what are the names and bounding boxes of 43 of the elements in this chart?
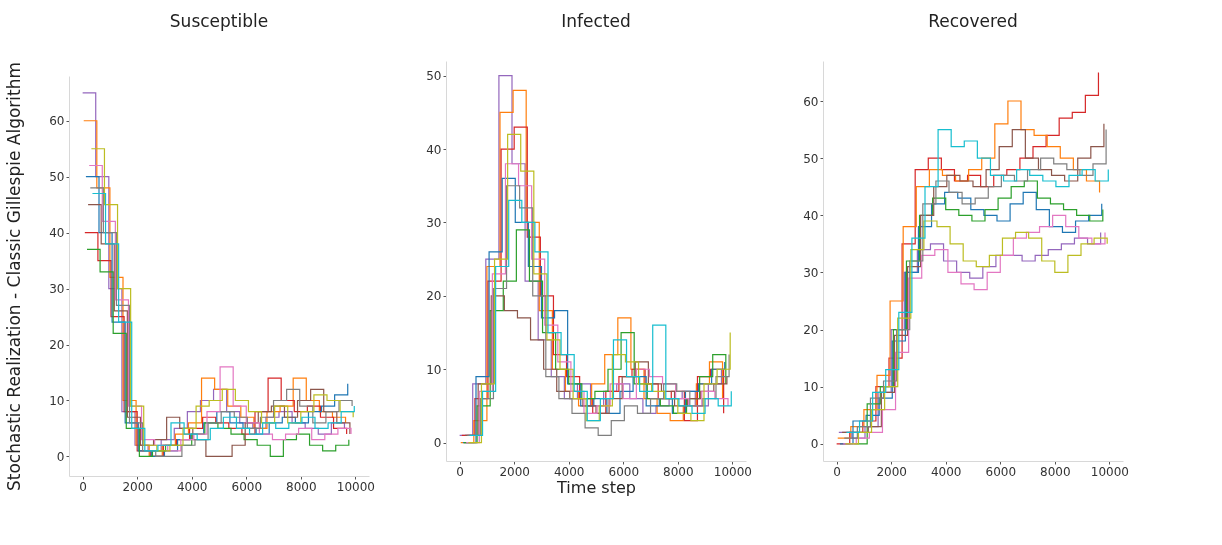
x-tick-label: 8000 (1040, 464, 1071, 479)
y-tick-label: 30 (49, 282, 65, 297)
y-tick-label: 60 (803, 94, 819, 109)
y-axis-title: Stochastic Realization - Classic Gillespie Algorithm (4, 61, 25, 492)
x-tick-label: 0 (456, 464, 464, 479)
y-tick-label: 20 (426, 289, 442, 304)
x-tick-label: 10000 (1090, 464, 1129, 479)
y-tick-label: 50 (426, 69, 442, 84)
x-tick-label: 8000 (663, 464, 694, 479)
y-tick-label: 20 (49, 338, 65, 353)
y-tick-label: 30 (803, 265, 819, 280)
chart-title: Recovered (928, 11, 1018, 31)
x-tick-label: 6000 (231, 479, 263, 494)
y-tick-label: 40 (49, 226, 65, 241)
x-tick-label: 2000 (122, 479, 153, 494)
x-tick-label: 6000 (608, 464, 640, 479)
y-tick-label: 0 (56, 449, 65, 464)
y-tick-label: 50 (803, 151, 819, 166)
x-tick-label: 2000 (876, 464, 907, 479)
x-tick-label: 8000 (286, 479, 317, 494)
x-tick-label: 0 (79, 479, 87, 494)
y-tick-label: 0 (433, 436, 442, 451)
y-tick-label: 50 (49, 170, 65, 185)
y-tick-label: 10 (49, 393, 65, 408)
x-tick-label: 2000 (499, 464, 530, 479)
chart-title: Infected (561, 11, 631, 31)
x-tick-label: 10000 (713, 464, 752, 479)
y-tick-label: 0 (810, 437, 819, 452)
x-tick-label: 10000 (336, 479, 375, 494)
x-tick-label: 6000 (985, 464, 1017, 479)
y-tick-label: 30 (426, 215, 442, 230)
x-tick-label: 4000 (930, 464, 962, 479)
y-tick-label: 40 (426, 142, 442, 157)
y-tick-label: 40 (803, 208, 819, 223)
x-axis-title: Time step (556, 477, 636, 497)
x-tick-label: 4000 (553, 464, 585, 479)
y-tick-label: 20 (803, 323, 819, 338)
y-tick-label: 10 (803, 380, 819, 395)
x-tick-label: 4000 (176, 479, 208, 494)
chart-title: Susceptible (169, 11, 269, 32)
y-tick-label: 60 (49, 114, 65, 129)
y-tick-label: 10 (426, 362, 442, 377)
x-tick-label: 0 (833, 464, 841, 479)
